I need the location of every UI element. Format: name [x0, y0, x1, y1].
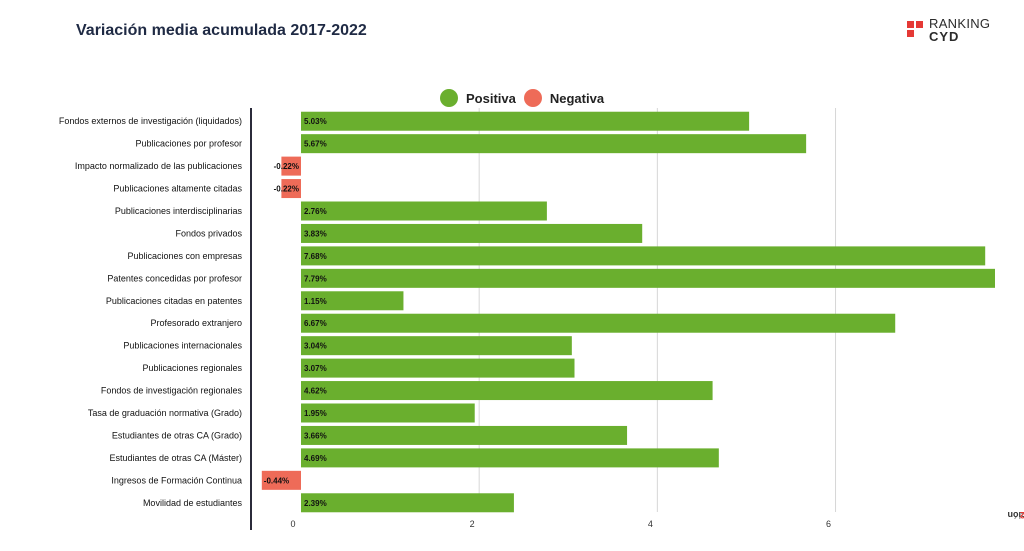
data-label: 4.69% — [304, 454, 327, 463]
category-label: Fondos externos de investigación (liquid… — [59, 116, 242, 126]
category-label: Publicaciones regionales — [142, 363, 242, 373]
data-label: 5.67% — [304, 140, 327, 149]
data-label: 1.15% — [304, 297, 327, 306]
data-label: 3.07% — [304, 364, 327, 373]
edition-label: Edición 2022 — [976, 472, 1024, 528]
bar-13[interactable] — [301, 403, 475, 423]
legend-item-positive[interactable]: Positiva — [440, 89, 516, 107]
data-label: 2.76% — [304, 207, 327, 216]
logo-square-icon — [907, 21, 914, 28]
category-label: Fondos privados — [175, 228, 242, 238]
legend-negative-marker-icon — [523, 89, 542, 107]
bar-15[interactable] — [301, 448, 719, 468]
category-label: Movilidad de estudiantes — [143, 498, 243, 508]
data-label: -0.22% — [274, 162, 299, 171]
x-tick-label-4: 4 — [648, 519, 653, 529]
category-label: Publicaciones internacionales — [123, 341, 242, 351]
bar-8[interactable] — [301, 291, 404, 311]
bar-3[interactable] — [281, 179, 301, 199]
data-label: -0.44% — [264, 476, 289, 485]
data-label: 7.68% — [304, 252, 327, 261]
bar-14[interactable] — [301, 425, 628, 445]
category-label: Publicaciones con empresas — [127, 251, 242, 261]
bar-10[interactable] — [301, 336, 572, 356]
logo-text-cyd: CYD — [929, 29, 960, 44]
category-label: Publicaciones interdisciplinarias — [115, 206, 243, 216]
data-label: 3.04% — [304, 342, 327, 351]
data-label: 6.67% — [304, 319, 327, 328]
data-label: 4.62% — [304, 387, 327, 396]
category-label: Profesorado extranjero — [150, 318, 242, 328]
chart-legend: Positiva Negativa — [440, 88, 612, 108]
category-label: Publicaciones por profesor — [135, 139, 242, 149]
category-label: Publicaciones citadas en patentes — [106, 296, 243, 306]
data-label: 3.66% — [304, 431, 327, 440]
bar-1[interactable] — [301, 134, 807, 154]
x-tick-label-0: 0 — [290, 519, 295, 529]
ranking-cyd-logo: RANKING CYD — [905, 16, 1005, 46]
data-label: 5.03% — [304, 117, 327, 126]
data-label: 2.39% — [304, 499, 327, 508]
bar-16[interactable] — [261, 470, 301, 490]
logo-text-ranking: RANKING — [929, 16, 991, 31]
bar-9[interactable] — [301, 313, 896, 333]
chart-title: Variación media acumulada 2017-2022 — [76, 22, 367, 39]
bar-7[interactable] — [301, 268, 995, 288]
bar-2[interactable] — [281, 156, 301, 176]
x-tick-label-6: 6 — [826, 519, 831, 529]
logo-square-icon — [907, 30, 914, 37]
category-label: Impacto normalizado de las publicaciones — [75, 161, 243, 171]
bar-5[interactable] — [301, 223, 643, 243]
data-label: 7.79% — [304, 274, 327, 283]
category-label: Fondos de investigación regionales — [101, 386, 243, 396]
data-label: -0.22% — [274, 185, 299, 194]
legend-item-negative[interactable]: Negativa — [523, 89, 605, 107]
bar-0[interactable] — [301, 111, 750, 131]
bar-11[interactable] — [301, 358, 575, 378]
bar-17[interactable] — [301, 493, 514, 513]
legend-positive-label: Positiva — [466, 90, 516, 106]
data-label: 3.83% — [304, 229, 327, 238]
category-label: Patentes concedidas por profesor — [107, 273, 242, 283]
category-label: Estudiantes de otras CA (Máster) — [109, 453, 242, 463]
data-label: 1.95% — [304, 409, 327, 418]
legend-negative-label: Negativa — [549, 90, 605, 106]
category-label: Tasa de graduación normativa (Grado) — [88, 408, 242, 418]
logo-square-icon — [916, 21, 923, 28]
bar-12[interactable] — [301, 381, 713, 401]
category-label: Publicaciones altamente citadas — [113, 184, 242, 194]
category-label: Ingresos de Formación Continua — [111, 475, 242, 485]
legend-positive-marker-icon — [440, 89, 458, 107]
edition-year: 2022 — [980, 510, 1024, 520]
category-label: Estudiantes de otras CA (Grado) — [112, 430, 242, 440]
x-tick-label-2: 2 — [470, 519, 475, 529]
bar-6[interactable] — [301, 246, 986, 266]
bar-4[interactable] — [301, 201, 547, 221]
